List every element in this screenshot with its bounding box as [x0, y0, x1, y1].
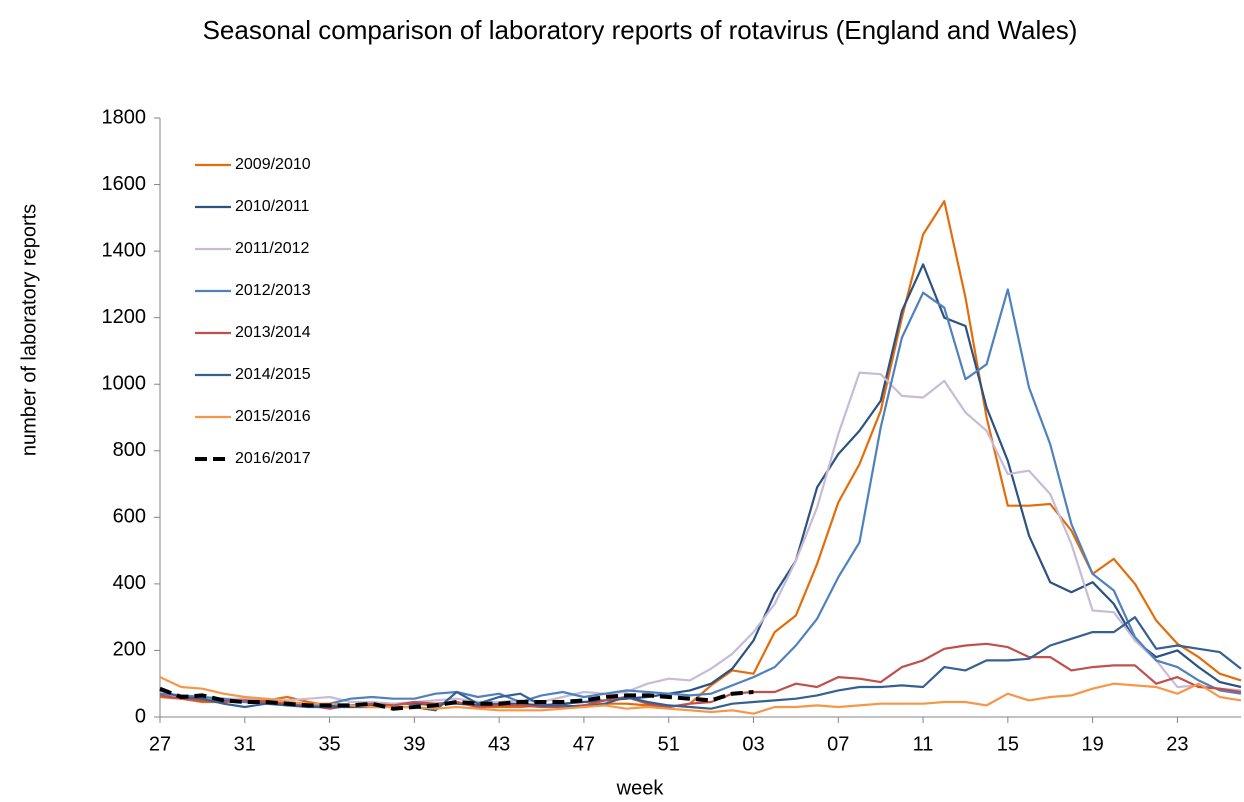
y-tick-label: 1600 — [102, 173, 147, 195]
series-line — [159, 371, 1242, 705]
y-tick-label: 1800 — [102, 106, 147, 128]
y-tick-label: 1400 — [102, 239, 147, 261]
x-tick-label: 15 — [997, 733, 1019, 755]
legend-label: 2009/2010 — [235, 156, 311, 173]
x-tick-label: 35 — [318, 733, 340, 755]
series-line — [159, 200, 1242, 709]
x-tick-label: 03 — [742, 733, 764, 755]
legend-label: 2010/2011 — [235, 198, 310, 215]
legend-label: 2011/2012 — [235, 240, 310, 257]
x-axis-label: week — [616, 777, 665, 799]
y-tick-label: 600 — [113, 506, 146, 528]
x-tick-label: 47 — [573, 733, 595, 755]
legend-label: 2015/2016 — [235, 408, 311, 425]
legend-label: 2014/2015 — [235, 366, 311, 383]
x-tick-label: 51 — [658, 733, 680, 755]
y-tick-label: 200 — [113, 639, 146, 661]
y-tick-label: 0 — [135, 705, 146, 727]
legend-label: 2013/2014 — [235, 324, 311, 341]
series-line — [159, 686, 754, 711]
x-tick-label: 27 — [149, 733, 171, 755]
legend-label: 2012/2013 — [235, 282, 311, 299]
x-tick-label: 07 — [827, 733, 849, 755]
y-tick-label: 400 — [113, 572, 146, 594]
y-tick-label: 1200 — [102, 306, 147, 328]
x-tick-label: 23 — [1166, 733, 1188, 755]
series-line — [159, 263, 1242, 707]
x-tick-label: 11 — [913, 733, 934, 755]
x-tick-label: 31 — [234, 733, 256, 755]
y-tick-label: 800 — [113, 439, 146, 461]
y-axis-label: number of laboratory reports — [18, 204, 40, 456]
series-line — [159, 616, 1242, 712]
x-tick-label: 39 — [403, 733, 425, 755]
x-tick-label: 43 — [488, 733, 510, 755]
y-tick-label: 1000 — [102, 373, 147, 395]
series-line — [159, 288, 1242, 707]
x-tick-label: 19 — [1082, 733, 1104, 755]
chart-title: Seasonal comparison of laboratory report… — [202, 15, 1078, 45]
legend-label: 2016/2017 — [235, 450, 311, 467]
